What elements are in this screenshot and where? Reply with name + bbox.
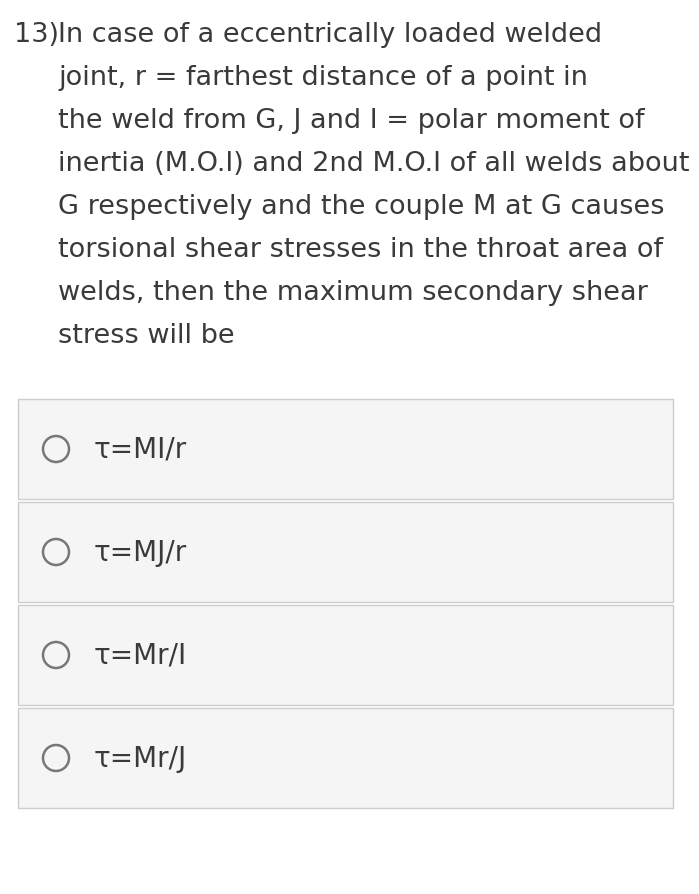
Text: joint, r = farthest distance of a point in: joint, r = farthest distance of a point … xyxy=(58,65,588,91)
Text: G respectively and the couple M at G causes: G respectively and the couple M at G cau… xyxy=(58,194,665,220)
Text: τ=Mr/J: τ=Mr/J xyxy=(94,744,187,772)
Text: the weld from G, J and I = polar moment of: the weld from G, J and I = polar moment … xyxy=(58,108,644,134)
Text: τ=Mr/I: τ=Mr/I xyxy=(94,641,187,670)
Text: τ=MI/r: τ=MI/r xyxy=(94,435,187,463)
Text: inertia (M.O.I) and 2nd M.O.I of all welds about: inertia (M.O.I) and 2nd M.O.I of all wel… xyxy=(58,151,689,177)
Text: torsional shear stresses in the throat area of: torsional shear stresses in the throat a… xyxy=(58,237,663,263)
Text: stress will be: stress will be xyxy=(58,323,235,349)
Bar xyxy=(18,502,673,603)
Bar xyxy=(18,605,673,705)
Text: τ=MJ/r: τ=MJ/r xyxy=(94,538,187,567)
Bar xyxy=(18,708,673,808)
Text: 13): 13) xyxy=(14,22,59,48)
Text: welds, then the maximum secondary shear: welds, then the maximum secondary shear xyxy=(58,280,648,306)
Text: In case of a eccentrically loaded welded: In case of a eccentrically loaded welded xyxy=(58,22,602,48)
Bar xyxy=(18,400,673,500)
